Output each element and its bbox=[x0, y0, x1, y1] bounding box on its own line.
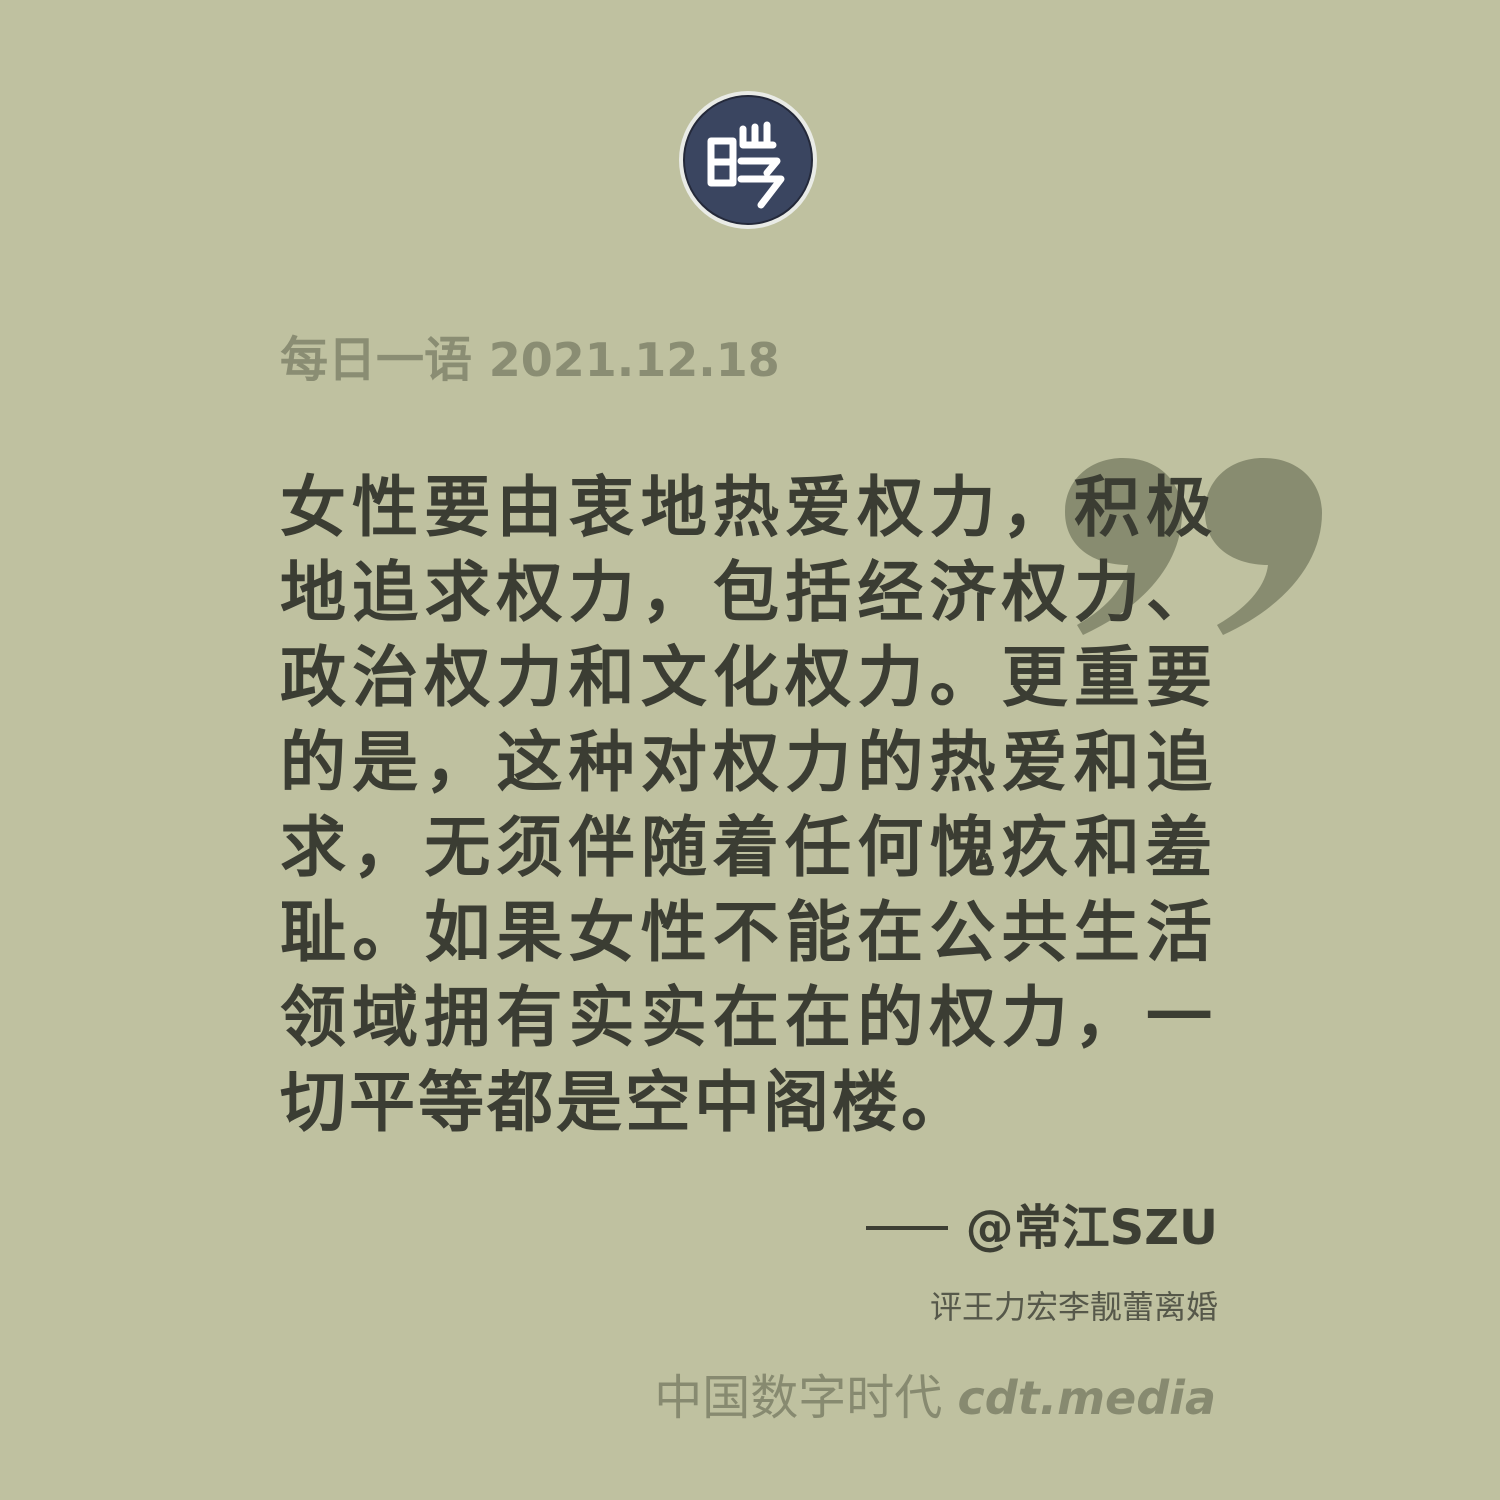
logo-icon bbox=[677, 89, 819, 231]
footer-brand: 中国数字时代 bbox=[654, 1370, 943, 1426]
attribution-dash bbox=[865, 1226, 948, 1230]
attribution-source: 评王力宏李靓蕾离婚 bbox=[929, 1288, 1218, 1326]
attribution-author: @常江SZU bbox=[965, 1200, 1218, 1256]
footer-brand-line: 中国数字时代 cdt.media bbox=[654, 1368, 1216, 1428]
header-title: 每日一语 2021.12.18 bbox=[280, 330, 780, 390]
header-date: 2021.12.18 bbox=[488, 333, 780, 387]
header-label: 每日一语 bbox=[280, 332, 473, 388]
footer-site[interactable]: cdt.media bbox=[957, 1371, 1216, 1425]
quote-mark-icon bbox=[1060, 455, 1325, 640]
attribution: @常江SZU bbox=[865, 1198, 1218, 1258]
quote-text: 女性要由衷地热爱权力，积极地追求权力，包括经济权力、政治权力和文化权力。更重要的… bbox=[280, 468, 1215, 1141]
